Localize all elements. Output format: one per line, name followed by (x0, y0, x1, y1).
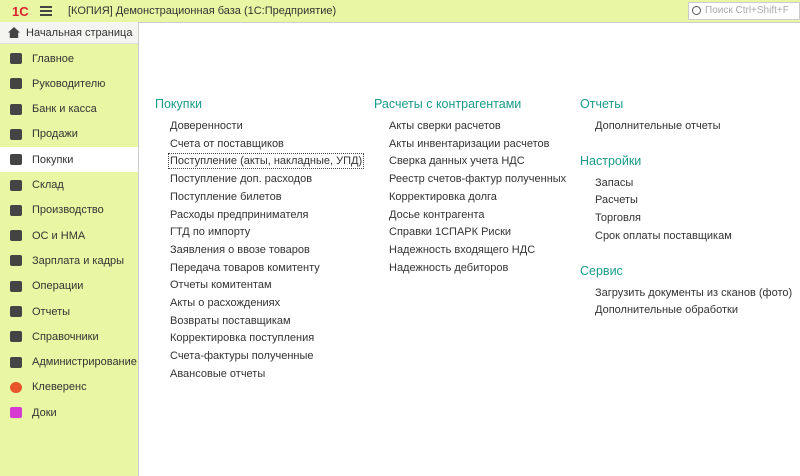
menu-link[interactable]: Надежность дебиторов (389, 261, 509, 274)
section-icon (10, 255, 22, 267)
sidebar-section[interactable]: Доки (0, 400, 138, 425)
section-icon (10, 407, 22, 419)
group-title: Сервис (580, 263, 623, 278)
sidebar-section[interactable]: Отчеты (0, 299, 138, 324)
content: Покупки Доверенности Счета от поставщиков П… (138, 22, 800, 476)
menu-link[interactable]: Расходы предпринимателя (170, 208, 309, 221)
search-box[interactable]: Поиск Ctrl+Shift+F (688, 2, 800, 20)
sidebar-section[interactable]: Зарплата и кадры (0, 248, 138, 273)
section-label: Доки (32, 406, 57, 419)
sidebar-section[interactable]: Администрирование (0, 350, 138, 375)
menu-link[interactable]: Реестр счетов-фактур полученных (389, 173, 567, 186)
section-label: Руководителю (32, 77, 106, 90)
logo[interactable]: 1С (12, 3, 29, 19)
menu-link[interactable]: Поступление билетов (170, 190, 282, 203)
sidebar-section[interactable]: Продажи (0, 122, 138, 147)
menu-link[interactable]: Акты о расхождениях (170, 297, 281, 309)
sidebar-section[interactable]: Банк и касса (0, 97, 138, 122)
menu-link[interactable]: Отчеты комитентам (170, 279, 272, 292)
home-icon (8, 27, 20, 38)
section-label: Банк и касса (32, 103, 97, 116)
sidebar-section[interactable]: Операции (0, 274, 138, 299)
section-label: Клеверенс (32, 381, 87, 394)
menu-link[interactable]: Счета от поставщиков (170, 137, 284, 150)
section-icon (10, 306, 22, 317)
section-icon (10, 154, 22, 166)
sidebar-section[interactable]: Справочники (0, 324, 138, 349)
menu-link[interactable]: Корректировка долга (389, 190, 497, 203)
sidebar-section[interactable]: Главное (0, 46, 138, 71)
menu-link[interactable]: Счета-фактуры полученные (170, 350, 314, 363)
menu-link[interactable]: Загрузить документы из сканов (фото) (595, 286, 793, 299)
menu-link[interactable]: Запасы (595, 176, 634, 189)
menu-link[interactable]: Торговля (595, 212, 641, 225)
section-label: Производство (32, 204, 104, 217)
menu-link[interactable]: Корректировка поступления (170, 332, 315, 345)
menu-link[interactable]: Надежность входящего НДС (389, 243, 536, 256)
menu-link[interactable]: ГТД по импорту (170, 226, 251, 239)
menu-link[interactable]: Срок оплаты поставщикам (595, 229, 732, 242)
section-label: Главное (32, 52, 75, 65)
sidebar-section[interactable]: Клеверенс (0, 375, 138, 400)
section-icon (10, 356, 22, 368)
home-tab[interactable]: Начальная страница (0, 22, 138, 44)
top-bar: 1С [КОПИЯ] Демонстрационная база (1С:Пре… (0, 0, 800, 22)
section-label: ОС и НМА (32, 229, 86, 242)
sidebar-section[interactable]: Руководителю (0, 71, 138, 96)
sidebar-section[interactable]: ОС и НМА (0, 223, 138, 248)
menu-link[interactable]: Поступление (акты, накладные, УПД) (167, 153, 365, 170)
menu-link[interactable]: Заявления о ввозе товаров (170, 243, 310, 256)
section-label: Справочники (32, 330, 99, 343)
section-icon (10, 381, 22, 393)
section-label: Зарплата и кадры (32, 254, 125, 267)
section-icon (10, 78, 22, 90)
section-label: Администрирование (32, 356, 137, 369)
menu-link[interactable]: Возвраты поставщикам (170, 314, 291, 327)
sidebar-section[interactable]: Покупки (0, 147, 138, 173)
menu-link[interactable]: Дополнительные отчеты (595, 120, 721, 132)
menu-link[interactable]: Акты инвентаризации расчетов (389, 137, 550, 150)
menu-link[interactable]: Досье контрагента (389, 208, 485, 221)
menu-link[interactable]: Передача товаров комитенту (170, 261, 320, 274)
menu-link[interactable]: Сверка данных учета НДС (389, 155, 525, 168)
section-icon (10, 103, 22, 115)
menu-link[interactable]: Авансовые отчеты (170, 367, 266, 380)
menu-button[interactable] (40, 6, 52, 16)
section-icon (10, 204, 22, 216)
section-icon (10, 128, 22, 140)
group-title: Настройки (580, 153, 642, 168)
sidebar: Начальная страница Главное Руководителю Ба… (0, 22, 138, 476)
section-icon (10, 331, 22, 343)
sidebar-section[interactable]: Склад (0, 173, 138, 198)
group-title: Покупки (155, 97, 203, 111)
sidebar-section[interactable]: Производство (0, 198, 138, 223)
menu-link[interactable]: Дополнительные обработки (595, 304, 738, 317)
window-title: [КОПИЯ] Демонстрационная база (1С:Предпр… (68, 5, 337, 17)
section-label: Склад (32, 179, 64, 191)
group-title: Расчеты с контрагентами (374, 97, 522, 111)
menu-link[interactable]: Акты сверки расчетов (389, 120, 501, 132)
section-label: Покупки (32, 153, 74, 166)
menu-link[interactable]: Поступление доп. расходов (170, 173, 313, 186)
menu-link[interactable]: Расчеты (595, 194, 638, 207)
menu-link[interactable]: Справки 1СПАРК Риски (389, 226, 512, 239)
home-label: Начальная страница (26, 26, 133, 39)
section-label: Отчеты (32, 305, 71, 318)
section-icon (10, 53, 22, 64)
section-icon (10, 179, 22, 191)
menu-link[interactable]: Доверенности (170, 120, 243, 132)
group-title: Отчеты (580, 97, 624, 111)
section-label: Продажи (32, 128, 78, 141)
section-icon (10, 230, 22, 242)
section-icon (10, 280, 22, 292)
section-label: Операции (32, 280, 84, 293)
